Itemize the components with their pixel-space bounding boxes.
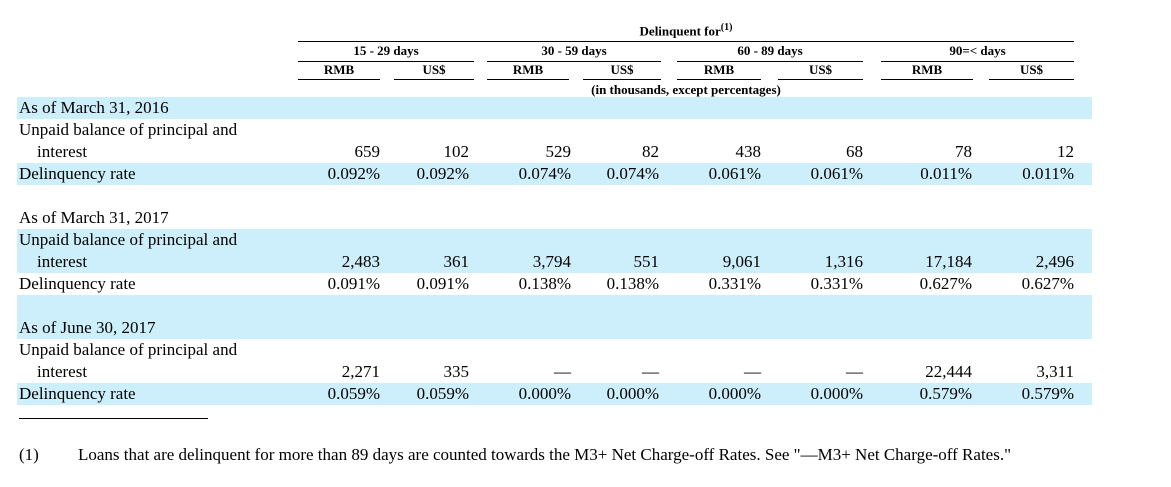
currency-header-rmb: RMB bbox=[512, 62, 544, 77]
units-note: (in thousands, except percentages) bbox=[591, 82, 781, 97]
rate-cell: 0.000% bbox=[518, 384, 571, 403]
rate-cell: 0.138% bbox=[518, 274, 571, 293]
bucket-underline bbox=[298, 61, 474, 62]
rate-cell: 0.091% bbox=[416, 274, 469, 293]
bucket-header-15-29: 15 - 29 days bbox=[353, 43, 419, 58]
balance-cell: 17,184 bbox=[925, 252, 972, 271]
balance-cell: 3,311 bbox=[1036, 362, 1074, 381]
balance-cell: 102 bbox=[443, 142, 470, 161]
section-title-band bbox=[17, 295, 1092, 339]
rate-cell: 0.000% bbox=[606, 384, 659, 403]
rate-row-label: Delinquency rate bbox=[19, 274, 136, 293]
footnote-text: Loans that are delinquent for more than … bbox=[78, 445, 1012, 464]
currency-header-usd: US$ bbox=[808, 62, 833, 77]
rate-cell: 0.091% bbox=[327, 274, 380, 293]
currency-header-usd: US$ bbox=[1019, 62, 1044, 77]
currency-header-usd: US$ bbox=[422, 62, 446, 77]
currency-underline bbox=[989, 79, 1074, 80]
currency-underline bbox=[677, 79, 761, 80]
balance-cell: 78 bbox=[955, 142, 972, 161]
currency-underline bbox=[881, 79, 973, 80]
balance-cell: 438 bbox=[735, 142, 762, 161]
rate-cell: 0.074% bbox=[518, 164, 571, 183]
rate-row-band bbox=[17, 383, 1092, 405]
balance-row-label: Unpaid balance of principal and bbox=[19, 340, 238, 359]
balance-cell: 3,794 bbox=[532, 252, 571, 271]
balance-cell: 2,483 bbox=[341, 252, 380, 271]
rate-cell: 0.011% bbox=[1022, 164, 1074, 183]
header-rule bbox=[298, 41, 1074, 42]
balance-cell: 335 bbox=[443, 362, 470, 381]
bucket-header-90-plus: 90=< days bbox=[949, 43, 1006, 58]
currency-header-rmb: RMB bbox=[703, 62, 735, 77]
bucket-header-30-59: 30 - 59 days bbox=[541, 43, 607, 58]
header-title-text: Delinquent for bbox=[639, 23, 721, 39]
balance-cell: 82 bbox=[642, 142, 659, 161]
currency-underline bbox=[583, 79, 661, 80]
rate-row-band bbox=[17, 163, 1092, 185]
footnote-rule bbox=[19, 418, 208, 419]
balance-cell: — bbox=[554, 362, 571, 381]
balance-cell: 551 bbox=[633, 252, 660, 271]
balance-cell: 1,316 bbox=[824, 252, 863, 271]
rate-cell: 0.061% bbox=[810, 164, 863, 183]
section-title: As of March 31, 2016 bbox=[19, 98, 169, 117]
bucket-underline bbox=[487, 61, 661, 62]
rate-cell: 0.627% bbox=[1021, 274, 1074, 293]
rate-cell: 0.138% bbox=[606, 274, 659, 293]
footnote-marker: (1) bbox=[19, 445, 39, 464]
footnote-reference: (1) bbox=[720, 22, 733, 33]
balance-cell: 529 bbox=[545, 142, 572, 161]
balance-cell: 12 bbox=[1057, 142, 1074, 161]
balance-cell: — bbox=[642, 362, 659, 381]
currency-underline bbox=[298, 79, 380, 80]
section-title: As of June 30, 2017 bbox=[19, 318, 156, 337]
bucket-header-60-89: 60 - 89 days bbox=[737, 43, 803, 58]
rate-cell: 0.061% bbox=[708, 164, 761, 183]
rate-cell: 0.059% bbox=[327, 384, 380, 403]
bucket-underline bbox=[881, 61, 1074, 62]
rate-cell: 0.092% bbox=[327, 164, 380, 183]
rate-cell: 0.074% bbox=[606, 164, 659, 183]
balance-cell: 9,061 bbox=[722, 252, 761, 271]
rate-cell: 0.000% bbox=[708, 384, 761, 403]
rate-row-label: Delinquency rate bbox=[19, 384, 136, 403]
rate-cell: 0.059% bbox=[416, 384, 469, 403]
balance-row-label: Unpaid balance of principal and bbox=[19, 230, 238, 249]
rate-cell: 0.331% bbox=[708, 274, 761, 293]
section-title: As of March 31, 2017 bbox=[19, 208, 169, 227]
balance-cell: 2,271 bbox=[341, 362, 380, 381]
rate-cell: 0.011% bbox=[920, 164, 972, 183]
currency-header-rmb: RMB bbox=[323, 62, 355, 77]
currency-underline bbox=[487, 79, 569, 80]
rate-cell: 0.579% bbox=[919, 384, 972, 403]
bucket-underline bbox=[677, 61, 863, 62]
balance-cell: — bbox=[846, 362, 863, 381]
balance-cell: — bbox=[744, 362, 761, 381]
balance-cell: 2,496 bbox=[1035, 252, 1074, 271]
currency-underline bbox=[394, 79, 474, 80]
balance-row-label: Unpaid balance of principal and bbox=[19, 120, 238, 139]
rate-cell: 0.331% bbox=[810, 274, 863, 293]
rate-cell: 0.000% bbox=[810, 384, 863, 403]
balance-row-label-cont: interest bbox=[37, 252, 88, 271]
rate-cell: 0.627% bbox=[919, 274, 972, 293]
rate-cell: 0.579% bbox=[1021, 384, 1074, 403]
rate-cell: 0.092% bbox=[416, 164, 469, 183]
rate-row-label: Delinquency rate bbox=[19, 164, 136, 183]
balance-cell: 68 bbox=[846, 142, 863, 161]
currency-header-usd: US$ bbox=[610, 62, 634, 77]
balance-cell: 361 bbox=[443, 252, 470, 271]
section-title-band bbox=[17, 97, 1092, 119]
balance-cell: 22,444 bbox=[925, 362, 972, 381]
balance-row-band bbox=[17, 229, 1092, 273]
currency-underline bbox=[778, 79, 863, 80]
currency-header-rmb: RMB bbox=[911, 62, 943, 77]
balance-cell: 659 bbox=[354, 142, 381, 161]
balance-row-label-cont: interest bbox=[37, 362, 88, 381]
table-header-title: Delinquent for(1) bbox=[298, 22, 1074, 39]
balance-row-label-cont: interest bbox=[37, 142, 88, 161]
